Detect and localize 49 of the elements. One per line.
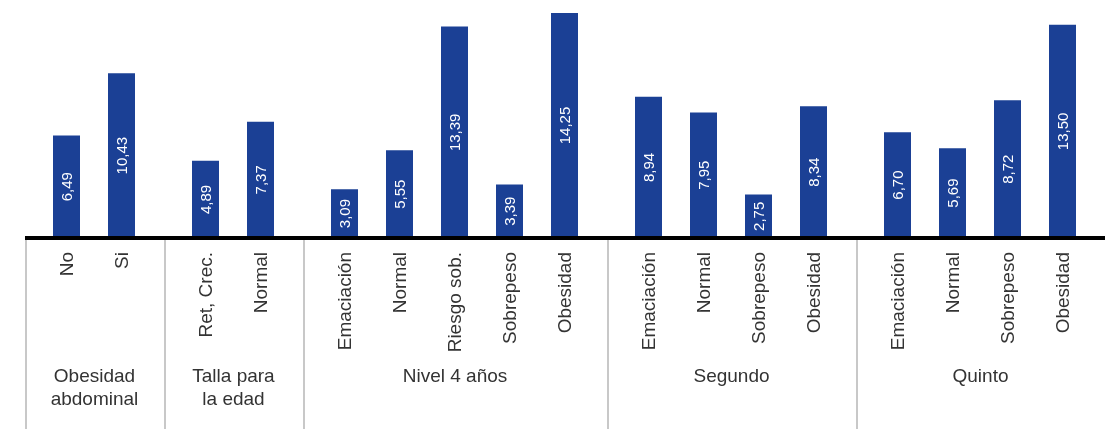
- data-label: 8,72: [998, 154, 1016, 184]
- data-label: 2,75: [749, 201, 767, 231]
- x-axis-title: Quinto: [951, 364, 1010, 387]
- data-label: 5,55: [390, 179, 408, 209]
- bar: [551, 13, 578, 238]
- x-tick-label: Obesidad: [803, 252, 825, 334]
- x-tick-label: Sobrepeso: [748, 252, 770, 344]
- bar: [441, 26, 468, 238]
- x-axis-title: Nivel 4 años: [401, 364, 509, 387]
- bar: [994, 100, 1021, 238]
- x-axis-title: Obesidad abdominal: [49, 364, 140, 410]
- x-tick-label: Sobrepeso: [997, 252, 1019, 344]
- x-tick-label: Normal: [250, 252, 272, 314]
- bar: [635, 96, 662, 238]
- x-tick-label: Emaciación: [334, 252, 356, 351]
- data-label: 6,49: [57, 172, 75, 202]
- data-label: 10,43: [112, 136, 130, 175]
- data-label: 7,37: [251, 165, 269, 195]
- bar: [690, 112, 717, 238]
- data-label: 13,39: [445, 113, 463, 152]
- x-tick-label: Normal: [693, 252, 715, 314]
- x-tick-label: Normal: [942, 252, 964, 314]
- x-axis-title: Talla para la edad: [191, 364, 276, 410]
- data-label: 7,95: [694, 160, 712, 190]
- data-label: 5,69: [943, 178, 961, 208]
- bar: [800, 106, 827, 238]
- bar: [884, 132, 911, 238]
- x-tick-label: Obesidad: [1052, 252, 1074, 334]
- bar: [1049, 24, 1076, 238]
- x-tick-label: Emaciación: [887, 252, 909, 351]
- x-tick-label: Sobrepeso: [499, 252, 521, 344]
- x-tick-label: Si: [111, 252, 133, 269]
- x-tick-label: Emaciación: [638, 252, 660, 351]
- x-tick-label: Riesgo sob.: [444, 252, 466, 353]
- data-label: 8,94: [639, 152, 657, 183]
- data-label: 3,09: [335, 199, 353, 229]
- x-axis-title: Segundo: [692, 364, 771, 387]
- data-label: 4,89: [196, 184, 214, 214]
- x-tick-label: Obesidad: [554, 252, 576, 334]
- x-tick-label: No: [56, 252, 78, 277]
- bar: [939, 148, 966, 238]
- data-label: 13,50: [1053, 112, 1071, 151]
- bar: [386, 150, 413, 238]
- x-tick-label: Normal: [389, 252, 411, 314]
- data-label: 3,39: [500, 196, 518, 226]
- data-label: 6,70: [888, 170, 906, 200]
- data-label: 14,25: [555, 106, 573, 145]
- x-tick-label: Ret, Crec.: [195, 252, 217, 338]
- data-label: 8,34: [804, 157, 822, 187]
